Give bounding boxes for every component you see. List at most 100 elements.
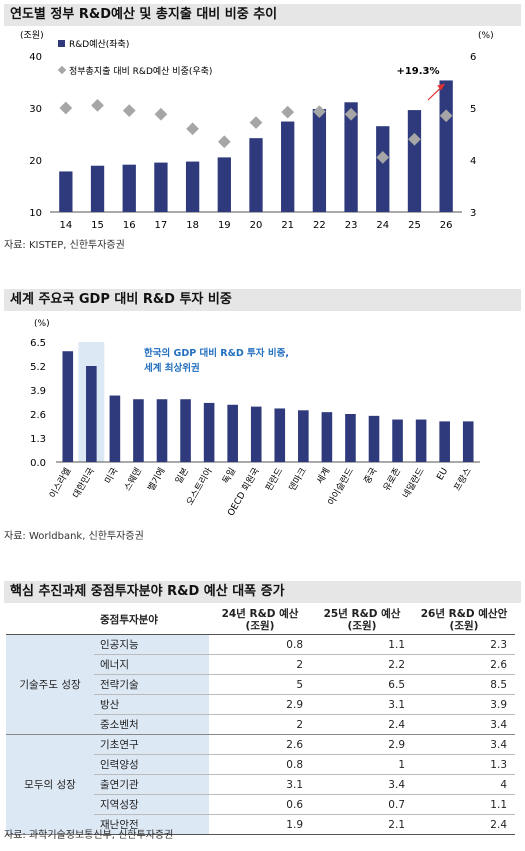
value-24-cell: 0.8 <box>209 634 311 655</box>
value-24-cell: 2 <box>209 654 311 675</box>
value-25-cell: 3.1 <box>311 694 413 715</box>
chart1-x-tick-18: 18 <box>186 220 199 231</box>
group-cell: 기술주도 성장 <box>6 634 94 735</box>
chart2-bar-1 <box>86 366 97 462</box>
chart2-x-tick-0: 이스라엘 <box>47 466 73 500</box>
chart1-yright-tick-1: 4 <box>470 156 476 167</box>
chart2-x-tick-7: 독일 <box>220 466 238 486</box>
chart2-x-tick-10: 덴마크 <box>287 466 309 493</box>
chart1-point-23 <box>344 107 358 121</box>
chart1-bar-14 <box>59 171 73 212</box>
chart2-bar-13 <box>368 415 380 462</box>
header-field: 중점투자분야 <box>94 606 209 635</box>
chart1-bar-23 <box>344 102 358 212</box>
chart1-yleft-tick-2: 30 <box>29 104 42 115</box>
chart2-y-tick-5: 6.5 <box>30 338 46 349</box>
header-25: 25년 R&D 예산 (조원) <box>311 606 413 635</box>
chart2-bar-14 <box>392 419 403 462</box>
chart1-point-14 <box>59 101 73 115</box>
chart2-x-tick-11: 세계 <box>314 466 333 486</box>
table-row: 인력양성 0.8 1 1.3 <box>6 754 515 775</box>
chart2-x-tick-3: 스웨덴 <box>121 466 144 494</box>
field-cell: 재난안전 <box>94 814 209 835</box>
chart1-title: 연도별 정부 R&D예산 및 총지출 대비 비중 추이 <box>4 4 521 26</box>
chart2-bar-4 <box>156 399 168 462</box>
chart2-y-label: (%) <box>34 319 50 329</box>
chart1-svg: (조원) (%) 10 20 30 40 3 4 5 6 14 15 16 17 18 19 20 21 22 23 2… <box>20 30 494 231</box>
value-24-cell: 2.9 <box>209 694 311 715</box>
chart2-bar-8 <box>250 406 262 462</box>
chart2-bar-16 <box>439 421 450 462</box>
table-header-row: 중점투자분야 24년 R&D 예산 (조원) 25년 R&D 예산 (조원) 2… <box>6 606 515 635</box>
chart1-yright-label: (%) <box>478 31 494 41</box>
field-cell: 전략기술 <box>94 674 209 695</box>
value-25-cell: 1 <box>311 754 413 775</box>
chart1-x-tick-23: 23 <box>345 220 358 231</box>
chart1-bar-19 <box>217 157 231 212</box>
chart1-point-20 <box>249 116 263 129</box>
chart1-x-tick-24: 24 <box>376 220 389 231</box>
value-25-cell: 0.7 <box>311 794 413 815</box>
value-24-cell: 2.6 <box>209 734 311 755</box>
chart1-bar-16 <box>122 164 136 212</box>
chart1-yright-tick-2: 5 <box>470 104 476 115</box>
chart2-annotation-line-1: 세계 최상위권 <box>144 362 200 374</box>
chart2-x-tick-4: 벨기에 <box>146 466 168 493</box>
chart2-bar-17 <box>462 421 474 462</box>
chart2-x-tick-14: 유로존 <box>381 466 403 493</box>
chart2-y-tick-1: 1.3 <box>30 434 46 445</box>
header-24: 24년 R&D 예산 (조원) <box>209 606 311 635</box>
table-row: 지역성장 0.6 0.7 1.1 <box>6 794 515 815</box>
value-26-cell: 2.3 <box>413 634 515 655</box>
field-cell: 지역성장 <box>94 794 209 815</box>
chart2-x-tick-13: 중국 <box>362 466 380 486</box>
chart1-bar-15 <box>90 165 105 212</box>
chart2-bar-2 <box>109 395 121 462</box>
chart1-bar-26 <box>439 80 453 212</box>
chart1-x-tick-17: 17 <box>155 220 168 231</box>
chart2-x-tick-15: 네덜란드 <box>400 466 427 501</box>
chart1-source: 자료: KISTEP, 신한투자증권 <box>4 240 125 251</box>
chart2-bar-0 <box>62 351 74 462</box>
chart1-bar-17 <box>154 162 168 212</box>
chart2-bar-3 <box>133 399 144 462</box>
chart1-point-17 <box>154 107 168 121</box>
value-25-cell: 2.9 <box>311 734 413 755</box>
value-24-cell: 0.6 <box>209 794 311 815</box>
field-cell: 출연기관 <box>94 774 209 795</box>
field-cell: 에너지 <box>94 654 209 675</box>
chart2-y-tick-4: 5.2 <box>30 362 46 373</box>
chart1-yleft-tick-1: 20 <box>29 156 42 167</box>
value-26-cell: 2.6 <box>413 654 515 675</box>
value-24-cell: 0.8 <box>209 754 311 775</box>
value-25-cell: 2.1 <box>311 814 413 835</box>
field-cell: 기초연구 <box>94 734 209 755</box>
chart1-point-24 <box>376 151 390 164</box>
chart2-bar-9 <box>274 408 286 462</box>
value-26-cell: 2.4 <box>413 814 515 835</box>
chart1-point-16 <box>122 104 136 117</box>
chart1-point-18 <box>186 122 199 136</box>
chart1-yleft-tick-0: 10 <box>29 208 42 219</box>
chart2-source: 자료: Worldbank, 신한투자증권 <box>4 531 144 542</box>
chart1-yleft-tick-3: 40 <box>29 52 42 63</box>
table-row: 방산 2.9 3.1 3.9 <box>6 694 515 715</box>
header-26-line2: (조원) <box>449 620 479 632</box>
value-25-cell: 3.4 <box>311 774 413 795</box>
chart1-point-25 <box>408 132 421 146</box>
table-row: 기술주도 성장 인공지능 0.8 1.1 2.3 <box>6 634 515 735</box>
group-cell: 모두의 성장 <box>6 734 94 835</box>
chart2-annotation-line-0: 한국의 GDP 대비 R&D 투자 비중, <box>144 347 289 359</box>
budget-table: 중점투자분야 24년 R&D 예산 (조원) 25년 R&D 예산 (조원) 2… <box>6 606 515 835</box>
chart1-x-tick-20: 20 <box>250 220 263 231</box>
value-26-cell: 3.4 <box>413 734 515 755</box>
chart2-y-tick-2: 2.6 <box>30 410 46 421</box>
table-row: 전략기술 5 6.5 8.5 <box>6 674 515 695</box>
chart2-bar-15 <box>415 419 427 462</box>
chart1-x-tick-21: 21 <box>281 220 294 231</box>
chart1-bar-25 <box>407 110 422 212</box>
chart1-bar-24 <box>376 126 390 212</box>
chart1-point-19 <box>217 135 231 149</box>
chart1-legend-point-label: 정부총지출 대비 R&D예산 비중(우축) <box>69 66 212 77</box>
